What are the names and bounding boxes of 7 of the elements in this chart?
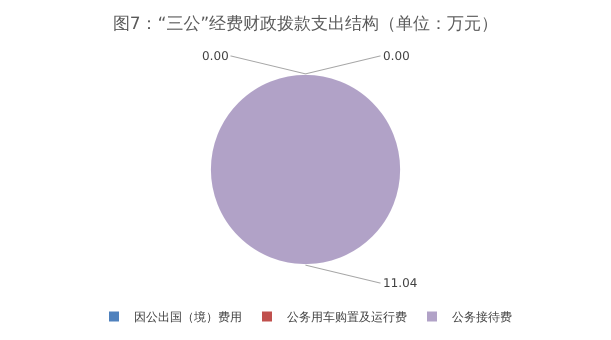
text: 0.00 (202, 49, 229, 63)
text: 0.00 (383, 49, 410, 63)
legend-label: 公务用车购置及运行费 (287, 310, 407, 324)
legend-label: 因公出国（境）费用 (134, 310, 242, 324)
chart-title: 图7：“三公”经费财政拨款支出结构（单位：万元） (112, 14, 498, 34)
legend-label: 公务接待费 (452, 310, 512, 324)
data-label: 11.04 (383, 276, 418, 290)
